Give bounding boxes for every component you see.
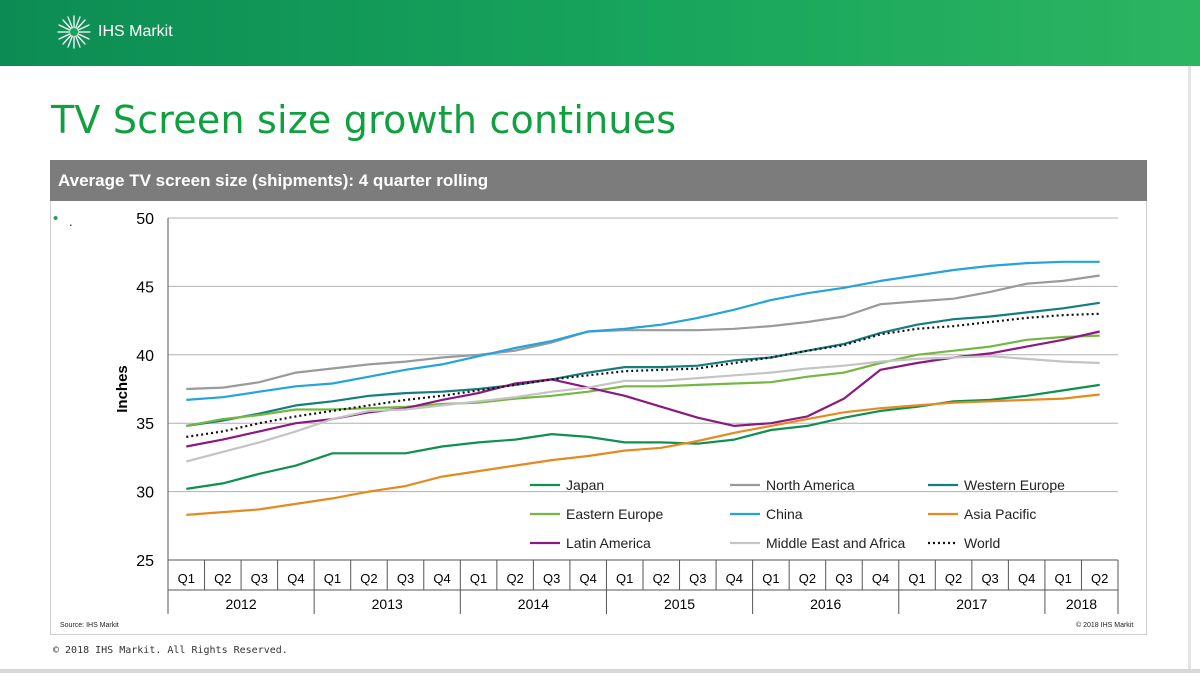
y-axis-title: Inches xyxy=(114,365,131,413)
year-label: 2017 xyxy=(956,596,987,612)
x-tick-label: Q1 xyxy=(178,571,195,586)
x-tick-label: Q3 xyxy=(835,571,852,586)
y-tick-label: 50 xyxy=(136,211,154,228)
chart-copyright: © 2018 IHS Markit xyxy=(1076,622,1134,629)
x-tick-label: Q3 xyxy=(251,571,268,586)
axis-layer: 25 30 35 40 45 50 Inches Q1 Q2 Q3 Q4 Q1 Q2 Q3 Q4 Q1 Q2 Q3… xyxy=(114,211,1119,614)
series-line-world xyxy=(186,312,1100,438)
scrollbar-edge xyxy=(1188,66,1191,673)
footer-copyright: © 2018 IHS Markit. All Rights Reserved. xyxy=(53,645,288,656)
x-tick-label: Q3 xyxy=(397,571,414,586)
x-tick-label: Q4 xyxy=(433,571,450,586)
legend-label-world: World xyxy=(964,535,1000,551)
legend-label-japan: Japan xyxy=(566,477,604,493)
bullet-dot-icon: • xyxy=(53,210,59,227)
x-tick-label: Q1 xyxy=(908,571,925,586)
x-tick-label: Q1 xyxy=(1055,571,1072,586)
chart-panel-header: Average TV screen size (shipments): 4 qu… xyxy=(50,160,1147,201)
x-tick-label: Q2 xyxy=(360,571,377,586)
series-line-asia-pacific xyxy=(186,393,1100,516)
y-tick-label: 45 xyxy=(136,279,154,296)
year-label: 2016 xyxy=(810,596,841,612)
year-label: 2018 xyxy=(1066,596,1097,612)
x-tick-label: Q2 xyxy=(653,571,670,586)
series-line-china xyxy=(186,260,1100,401)
legend: Japan North America Western Europe Eastern … xyxy=(530,477,1065,551)
series-line-western-europe xyxy=(186,301,1100,427)
x-tick-label: Q4 xyxy=(580,571,597,586)
x-tick-label: Q4 xyxy=(1018,571,1035,586)
x-tick-label: Q4 xyxy=(287,571,304,586)
series-layer xyxy=(186,260,1100,516)
y-tick-label: 35 xyxy=(136,416,154,433)
bottom-edge xyxy=(0,669,1200,673)
series-line-middle-east-and-africa xyxy=(186,355,1100,463)
brand-logo: IHS Markit xyxy=(56,14,173,50)
ihs-starburst-icon xyxy=(57,15,91,49)
y-tick-label: 25 xyxy=(136,553,154,570)
x-tick-label: Q1 xyxy=(324,571,341,586)
slide-title: TV Screen size growth continues xyxy=(51,98,677,142)
x-tick-label: Q1 xyxy=(470,571,487,586)
legend-label-western-europe: Western Europe xyxy=(964,477,1065,493)
x-tick-label: Q4 xyxy=(726,571,743,586)
x-tick-label: Q2 xyxy=(945,571,962,586)
chart-title: Average TV screen size (shipments): 4 qu… xyxy=(58,171,489,190)
y-tick-label: 30 xyxy=(136,485,154,502)
x-tick-label: Q3 xyxy=(981,571,998,586)
x-tick-label: Q3 xyxy=(689,571,706,586)
x-tick-label: Q4 xyxy=(872,571,889,586)
x-tick-label: Q2 xyxy=(214,571,231,586)
year-label: 2013 xyxy=(372,596,403,612)
year-label: 2012 xyxy=(225,596,256,612)
series-line-north-america xyxy=(186,274,1100,391)
x-tick-label: Q2 xyxy=(1091,571,1108,586)
legend-label-north-america: North America xyxy=(766,477,855,493)
x-tick-label: Q1 xyxy=(616,571,633,586)
bullet-text: . xyxy=(69,214,73,229)
legend-label-latin-america: Latin America xyxy=(566,535,651,551)
header-bar: IHS Markit xyxy=(0,0,1200,66)
chart-source: Source: IHS Markit xyxy=(60,622,119,629)
year-label: 2015 xyxy=(664,596,695,612)
year-label: 2014 xyxy=(518,596,549,612)
brand-name: IHS Markit xyxy=(98,23,173,40)
legend-label-eastern-europe: Eastern Europe xyxy=(566,506,663,522)
series-line-eastern-europe xyxy=(186,334,1100,427)
legend-label-china: China xyxy=(766,506,803,522)
x-tick-label: Q2 xyxy=(506,571,523,586)
y-tick-label: 40 xyxy=(136,348,154,365)
x-tick-label: Q1 xyxy=(762,571,779,586)
legend-label-middle-east-and-africa: Middle East and Africa xyxy=(766,535,906,551)
legend-label-asia-pacific: Asia Pacific xyxy=(964,506,1036,522)
x-tick-label: Q2 xyxy=(799,571,816,586)
x-tick-label: Q3 xyxy=(543,571,560,586)
